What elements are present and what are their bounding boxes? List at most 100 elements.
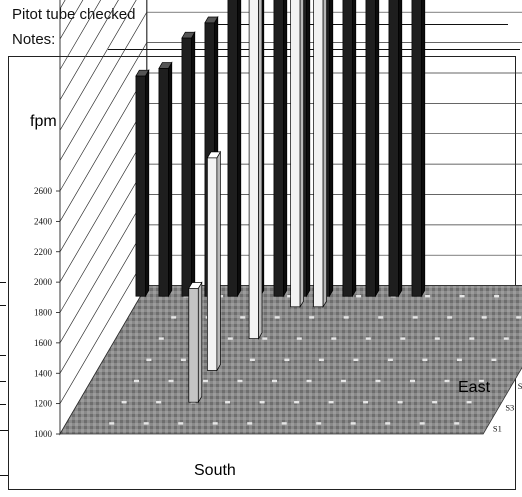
depth-tick-label: S3 xyxy=(505,402,514,412)
floor-marker xyxy=(296,337,302,340)
pitot-label: Pitot tube checked xyxy=(12,6,136,23)
y-tick-label: 2200 xyxy=(34,247,53,257)
floor-marker xyxy=(410,379,415,383)
floor-marker xyxy=(459,295,465,298)
floor-marker xyxy=(466,401,472,404)
floor-marker xyxy=(365,337,371,340)
y-tick-label: 1600 xyxy=(34,338,53,348)
floor-marker xyxy=(425,295,431,298)
edge-tick xyxy=(0,305,6,306)
bar xyxy=(313,0,327,309)
edge-tick xyxy=(0,282,6,283)
floor-marker xyxy=(237,379,243,383)
y-tick-label: 1400 xyxy=(34,368,53,378)
floor-marker xyxy=(281,422,287,425)
bar xyxy=(158,61,173,298)
y-tick-label: 1800 xyxy=(34,308,53,318)
depth-tick-label: S1 xyxy=(493,424,502,434)
floor-marker xyxy=(516,316,522,319)
floor-marker xyxy=(481,316,487,319)
bar xyxy=(290,0,304,309)
bar xyxy=(411,0,426,298)
floor-marker xyxy=(479,379,484,383)
floor-marker xyxy=(309,316,315,319)
floor-marker xyxy=(212,422,218,425)
gridline xyxy=(59,0,102,70)
bar xyxy=(227,0,242,298)
floor-marker xyxy=(134,379,139,383)
bar xyxy=(206,150,222,372)
floor-marker xyxy=(180,358,186,361)
floor-marker xyxy=(294,401,300,404)
gridline xyxy=(59,0,119,101)
floor-marker xyxy=(328,401,334,404)
floor-marker xyxy=(146,358,152,361)
floor-marker xyxy=(143,422,149,425)
edge-tick xyxy=(0,404,6,405)
floor-marker xyxy=(412,316,418,319)
y-tick-label: 2600 xyxy=(34,186,53,196)
floor-marker xyxy=(171,316,177,319)
depth-axis-label: East xyxy=(458,379,491,396)
floor-marker xyxy=(272,379,277,383)
floor-marker xyxy=(227,337,233,340)
bar xyxy=(342,0,357,298)
floor-marker xyxy=(247,422,253,425)
floor-marker xyxy=(363,401,369,404)
gridline xyxy=(59,11,522,161)
floor-marker xyxy=(262,337,268,340)
floor-marker xyxy=(306,379,312,383)
floor-marker xyxy=(503,337,509,340)
chart-floor xyxy=(59,285,522,435)
floor-marker xyxy=(158,337,164,340)
floor-marker xyxy=(444,379,450,383)
floor-marker xyxy=(456,358,462,361)
bar xyxy=(188,281,203,404)
x-axis-label: South xyxy=(194,462,236,479)
y-tick-label: 2000 xyxy=(34,277,53,287)
bar xyxy=(388,0,403,298)
y-axis-label: fpm xyxy=(30,113,57,130)
y-tick-label: 1200 xyxy=(34,399,53,409)
floor-marker xyxy=(400,337,406,340)
floor-marker xyxy=(318,358,324,361)
floor-marker xyxy=(356,295,362,298)
floor-marker xyxy=(316,422,322,425)
floor-marker xyxy=(350,422,356,425)
floor-marker xyxy=(447,316,453,319)
floor-marker xyxy=(225,401,231,404)
edge-tick xyxy=(0,381,6,382)
floor-marker xyxy=(240,316,246,319)
floor-marker xyxy=(469,337,475,340)
floor-marker xyxy=(419,422,425,425)
floor-marker xyxy=(375,379,381,383)
floor-marker xyxy=(274,316,280,319)
bar xyxy=(135,68,150,298)
floor-marker xyxy=(385,422,391,425)
floor-marker xyxy=(491,358,497,361)
bar xyxy=(365,0,380,298)
y-tick-label: 1000 xyxy=(34,429,53,439)
floor-marker xyxy=(422,358,428,361)
floor-marker xyxy=(259,401,265,404)
floor-marker xyxy=(434,337,440,340)
floor-marker xyxy=(287,295,293,298)
floor-marker xyxy=(156,401,162,404)
floor-marker xyxy=(109,422,115,425)
floor-marker xyxy=(178,422,184,425)
depth-tick-label: S5 xyxy=(518,381,522,391)
floor-marker xyxy=(387,358,393,361)
floor-marker xyxy=(432,401,438,404)
pitot-entry-line[interactable] xyxy=(210,24,508,25)
floor-marker xyxy=(121,401,127,404)
floor-marker xyxy=(353,358,359,361)
floor-marker xyxy=(397,401,403,404)
floor-marker xyxy=(249,358,255,361)
gridline xyxy=(59,42,522,192)
y-tick-label: 2400 xyxy=(34,216,53,226)
floor-marker xyxy=(168,379,174,383)
floor-marker xyxy=(341,379,346,383)
gridline xyxy=(59,0,137,131)
floor-marker xyxy=(494,295,500,298)
bar xyxy=(273,0,288,298)
